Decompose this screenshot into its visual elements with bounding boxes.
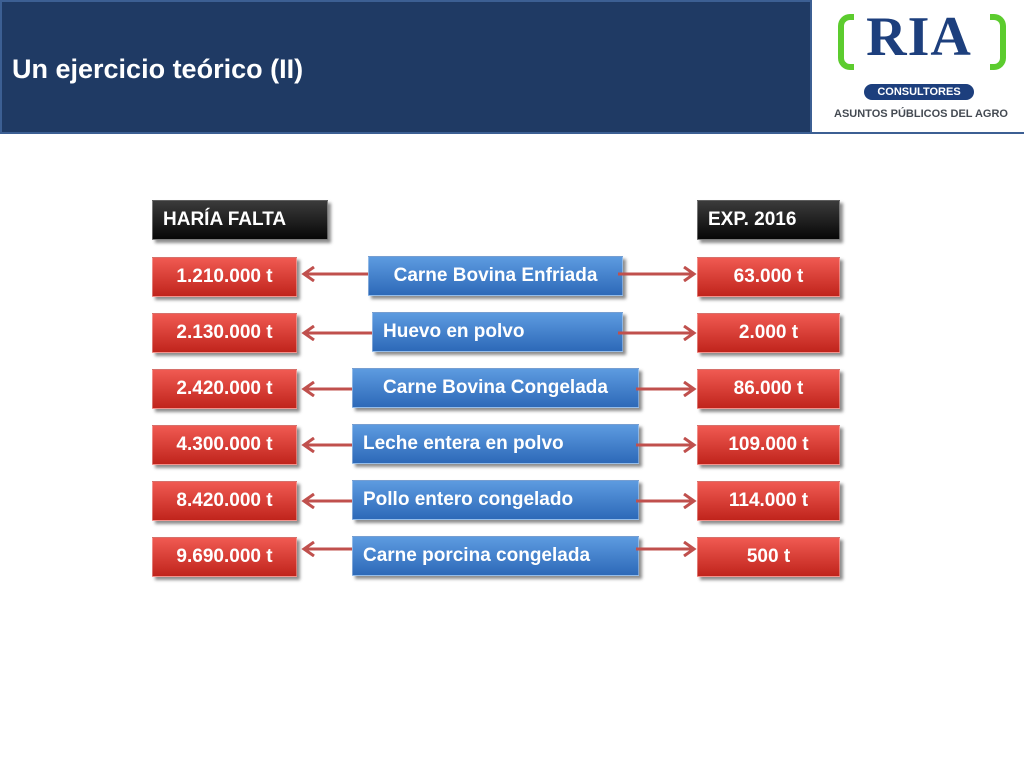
needed-value: 8.420.000 t [152, 481, 297, 521]
arrow-right-icon [636, 381, 716, 397]
needed-value: 2.130.000 t [152, 313, 297, 353]
arrow-left-icon [300, 541, 380, 557]
product-label: Huevo en polvo [372, 312, 623, 352]
logo-bracket-right-icon [990, 14, 1006, 70]
needed-value: 9.690.000 t [152, 537, 297, 577]
column-header-needed: HARÍA FALTA [152, 200, 328, 240]
logo-area: RIA CONSULTORES ASUNTOS PÚBLICOS DEL AGR… [812, 0, 1024, 134]
logo-bracket-left-icon [838, 14, 854, 70]
product-label: Carne Bovina Enfriada [368, 256, 623, 296]
product-label: Pollo entero congelado [352, 480, 639, 520]
needed-value: 4.300.000 t [152, 425, 297, 465]
needed-value: 1.210.000 t [152, 257, 297, 297]
exported-value: 500 t [697, 537, 840, 577]
logo-brand: RIA [866, 6, 972, 68]
arrow-left-icon [300, 493, 380, 509]
exported-value: 63.000 t [697, 257, 840, 297]
exported-value: 109.000 t [697, 425, 840, 465]
logo-tagline: ASUNTOS PÚBLICOS DEL AGRO [834, 108, 1008, 120]
product-label: Leche entera en polvo [352, 424, 639, 464]
arrow-left-icon [300, 325, 380, 341]
needed-value: 2.420.000 t [152, 369, 297, 409]
exported-value: 2.000 t [697, 313, 840, 353]
arrow-right-icon [636, 437, 716, 453]
arrow-left-icon [300, 381, 380, 397]
arrow-left-icon [300, 266, 380, 282]
product-label: Carne porcina congelada [352, 536, 639, 576]
exported-value: 114.000 t [697, 481, 840, 521]
slide-title: Un ejercicio teórico (II) [12, 54, 304, 84]
arrow-right-icon [636, 541, 716, 557]
product-label: Carne Bovina Congelada [352, 368, 639, 408]
logo-subtitle: CONSULTORES [864, 84, 974, 100]
arrow-right-icon [636, 493, 716, 509]
arrow-left-icon [300, 437, 380, 453]
exported-value: 86.000 t [697, 369, 840, 409]
arrow-right-icon [618, 325, 698, 341]
column-header-exported: EXP. 2016 [697, 200, 840, 240]
slide-header: Un ejercicio teórico (II) [0, 0, 812, 134]
arrow-right-icon [618, 266, 698, 282]
